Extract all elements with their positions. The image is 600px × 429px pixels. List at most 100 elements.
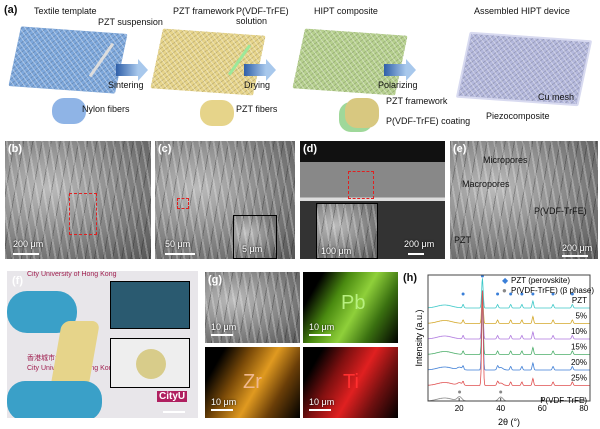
element-label: Pb [341,292,366,314]
bg-text: 香港城市大學 [27,355,69,362]
series-label: 15% [571,343,587,352]
panel-c-label: (c) [158,143,172,155]
legend-marker-pvdf: ● [502,286,507,295]
annotation-macropores: Macropores [462,179,510,189]
piezo-disc [136,349,166,379]
panel-b-label: (b) [8,143,23,155]
panel-f-photo: City University of Hong Kong 香港城市大學 City… [7,271,198,418]
scale-bar [562,255,588,257]
composite-fibers-bundle [345,98,379,128]
fiber-label: Piezocomposite [486,111,550,121]
x-tick-label: 80 [579,404,588,413]
pvdf-peak-marker [458,390,462,394]
inset-image: 100 μm [316,203,378,259]
arrow-label: Sintering [108,80,144,90]
inset-disc-photo [110,338,190,388]
x-tick-label: 20 [455,404,464,413]
panel-b-sem-image: (b) 200 μm [5,141,151,259]
series-label: 10% [571,327,587,336]
zoom-box [69,193,97,235]
x-tick-label: 60 [538,404,547,413]
panel-a-label: (a) [4,4,18,16]
scale-bar-label: 200 μm [13,239,44,249]
series-label: 20% [571,358,587,367]
scale-bar-label: 10 μm [211,322,237,332]
nylon-fibers-bundle [52,98,86,124]
scale-bar-label: 10 μm [309,322,335,332]
pzt-peak-marker [461,292,465,296]
pvdf-peak-marker [499,390,503,394]
scale-bar [211,409,233,411]
scale-bar [408,253,424,255]
scale-bar [309,334,331,336]
series-label: 25% [571,374,587,383]
legend-text-pzt: PZT (perovskite) [511,276,570,285]
fiber-label: Nylon fibers [82,104,130,114]
series-line-20% [427,290,590,371]
x-axis-label: 2θ (°) [498,417,520,427]
pzt-fibers-bundle [200,100,234,126]
panel-f-label: (f) [12,275,23,287]
arrow-label: Drying [244,80,271,90]
scale-bar [165,253,195,255]
panel-g-label: (g) [208,274,223,286]
inset-scale-label: 100 μm [321,246,352,256]
panel-e-label: (e) [453,143,467,155]
step-note: P(VDF-TrFE) solution [236,6,289,26]
pzt-peak-marker [496,292,500,296]
step-title: Assembled HIPT device [474,6,570,16]
scale-bar-label: 50 μm [165,239,191,249]
fiber-label: PZT fibers [236,104,278,114]
step-title: HIPT composite [314,6,378,16]
pzt-peak-marker [551,292,555,296]
zoom-box [177,198,189,209]
fiber-label: P(VDF-TrFE) coating [386,116,471,126]
series-line-15% [427,290,590,355]
series-label: 5% [575,312,587,321]
pzt-peak-marker [509,292,513,296]
process-arrow-icon [384,59,416,81]
eds-map-pb: Pb 10 μm [303,272,398,343]
arrow-label: Polarizing [378,80,418,90]
annotation-pvdf: P(VDF-TrFE) [534,206,587,216]
annotation-micropores: Micropores [483,155,528,165]
glove-bottom [7,381,102,418]
plot-frame [427,274,591,402]
series-label: P(VDF-TrFE) [540,396,587,405]
pzt-peak-marker [520,292,524,296]
annotation-pzt: PZT [454,235,471,245]
panel-c-sem-image: (c) 5 μm 50 μm [155,141,295,259]
step-note: PZT framework [386,96,448,106]
step-title: PZT framework [173,6,235,16]
series-line-5% [427,290,590,324]
zoom-box [348,171,374,199]
panel-d-sem-image: (d) 100 μm 200 μm [300,141,445,259]
cityu-logo: CityU [157,391,188,402]
scale-bar-label: 10 μm [309,397,335,407]
series-label: PZT [572,296,587,305]
panel-g-sem-image: (g) 10 μm [205,272,300,343]
inset-image: 5 μm [233,215,277,259]
scale-bar-label: 200 μm [404,239,435,249]
scale-bar [211,334,233,336]
xrd-chart: 20 40 60 80 2θ (°) Intensity (a.u.) ◆ PZT (… [414,274,594,427]
scale-bar-label: 10 μm [211,397,237,407]
process-arrow-icon [116,59,148,81]
series-line-25% [427,290,590,386]
legend-marker-pzt: ◆ [502,276,509,285]
series-line-PZT [427,278,590,309]
eds-map-ti: Ti 10 μm [303,347,398,418]
element-label: Ti [343,371,359,393]
x-tick-label: 40 [496,404,505,413]
scale-bar [309,409,331,411]
step-note: Cu mesh [538,92,575,102]
panel-h-label: (h) [403,272,418,284]
inset-stretch-photo [110,281,190,329]
scale-bar [163,411,185,413]
scale-bar [13,253,39,255]
pzt-peak-marker [531,292,535,296]
inset-scale-label: 5 μm [242,244,263,254]
panel-e-sem-image: (e) Micropores Macropores P(VDF-TrFE) PZ… [450,141,598,259]
pzt-peak-marker [570,292,574,296]
step-note: PZT suspension [98,17,163,27]
